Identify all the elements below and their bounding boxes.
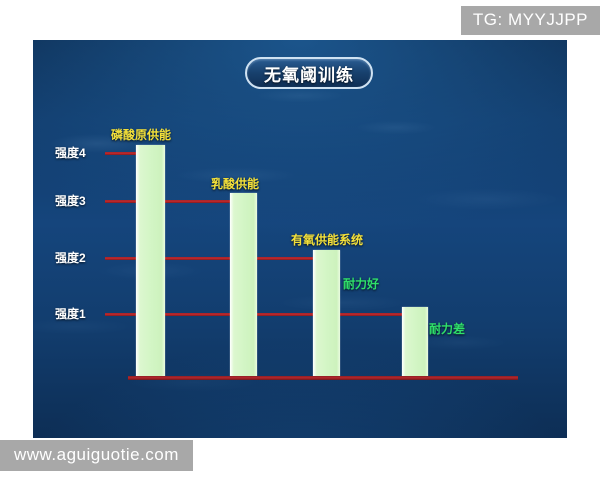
watermark-top-right: TG: MYYJJPP: [460, 6, 600, 35]
bar-label-aerobic: 有氧供能系统: [291, 233, 364, 247]
bar-4: [402, 307, 428, 377]
axis-label-intensity-4: 强度4: [55, 146, 86, 160]
watermark-bottom-left: www.aguiguotie.com: [0, 440, 193, 471]
level-line-2: [105, 257, 321, 260]
level-line-1: [105, 313, 409, 316]
bar-3: [313, 250, 340, 377]
slide-title-text: 无氧阈训练: [264, 65, 354, 85]
axis-label-intensity-3: 强度3: [55, 194, 86, 208]
bar-label-lactate: 乳酸供能: [211, 177, 260, 191]
chart-baseline: [128, 376, 518, 380]
note-poor-endurance: 耐力差: [429, 322, 466, 336]
level-line-3: [105, 200, 238, 203]
slide-title-pill: 无氧阈训练: [245, 57, 373, 89]
note-good-endurance: 耐力好: [343, 277, 380, 291]
presentation-slide: 无氧阈训练 强度4 强度3 强度2 强度1 磷酸原供能 乳酸供能 有氧供能系统 …: [33, 40, 567, 438]
bar-label-phosphagen: 磷酸原供能: [111, 128, 172, 142]
level-line-4: [105, 152, 145, 155]
bar-1: [136, 145, 165, 377]
bar-chart: 强度4 强度3 强度2 强度1 磷酸原供能 乳酸供能 有氧供能系统 耐力好 耐力…: [33, 40, 567, 438]
bar-2: [230, 193, 257, 377]
axis-label-intensity-2: 强度2: [55, 251, 86, 265]
axis-label-intensity-1: 强度1: [55, 307, 86, 321]
